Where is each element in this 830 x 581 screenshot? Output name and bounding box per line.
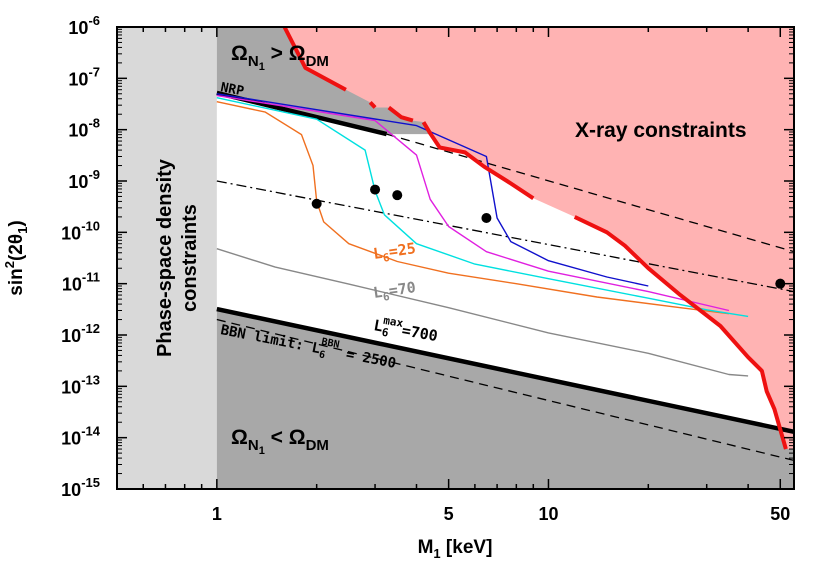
bbn-boundary-line: [216, 306, 794, 435]
l6-70-label: L6=70: [372, 278, 417, 305]
underproduction-region: [216, 309, 794, 489]
x-tick-label: 5: [444, 504, 454, 524]
xray-boundary-segment: [282, 27, 347, 92]
data-point: [481, 213, 492, 224]
nrp-label: NRP: [219, 80, 245, 99]
l6-25-label: L6=25: [372, 239, 417, 266]
y-tick-label: 10-8: [68, 116, 100, 141]
y-tick-label: 10-15: [61, 475, 100, 500]
curve-l6-25: [216, 101, 729, 315]
curve-l6-70: [216, 248, 749, 377]
data-point: [370, 184, 381, 195]
data-point: [392, 190, 403, 201]
xray-boundary-segment: [368, 101, 377, 109]
phase-space-region: [117, 27, 217, 489]
curve-magenta: [216, 94, 730, 312]
y-tick-label: 10-11: [62, 270, 100, 295]
curve-cyan: [216, 97, 749, 318]
y-tick-label: 10-13: [61, 372, 100, 397]
y-tick-label: 10-14: [61, 424, 101, 449]
overproduction-label: ΩN1 > ΩDM: [231, 42, 329, 73]
y-tick-label: 10-6: [68, 13, 100, 38]
xray-region: [284, 27, 794, 450]
y-axis-title: sin2(2θ1): [2, 220, 30, 295]
phase-space-label: Phase-space density constraints: [154, 158, 201, 357]
y-tick-label: 10-9: [68, 167, 100, 192]
y-tick-label: 10-12: [61, 321, 100, 346]
upper-dashed-line: [386, 133, 794, 253]
data-point: [775, 278, 786, 289]
xray-boundary-segment: [573, 215, 788, 450]
x-tick-label: 1: [212, 504, 222, 524]
xray-boundary-segment: [421, 121, 535, 200]
l6-max-label: L6max=700: [372, 312, 440, 348]
plot-frame: [116, 26, 795, 490]
underproduction-label: ΩN1 < ΩDM: [231, 426, 329, 457]
xray-boundary-segment: [387, 105, 414, 123]
xray-label: X-ray constraints: [575, 119, 747, 142]
x-tick-label: 10: [538, 504, 558, 524]
x-axis-title: M1 [keV]: [418, 537, 493, 561]
y-tick-label: 10-10: [61, 218, 100, 243]
bbn-limit-line: [216, 318, 794, 462]
y-tick-label: 10-7: [68, 64, 100, 89]
data-point: [311, 198, 322, 209]
x-tick-label: 50: [770, 504, 790, 524]
dash-dot-line: [216, 180, 794, 293]
